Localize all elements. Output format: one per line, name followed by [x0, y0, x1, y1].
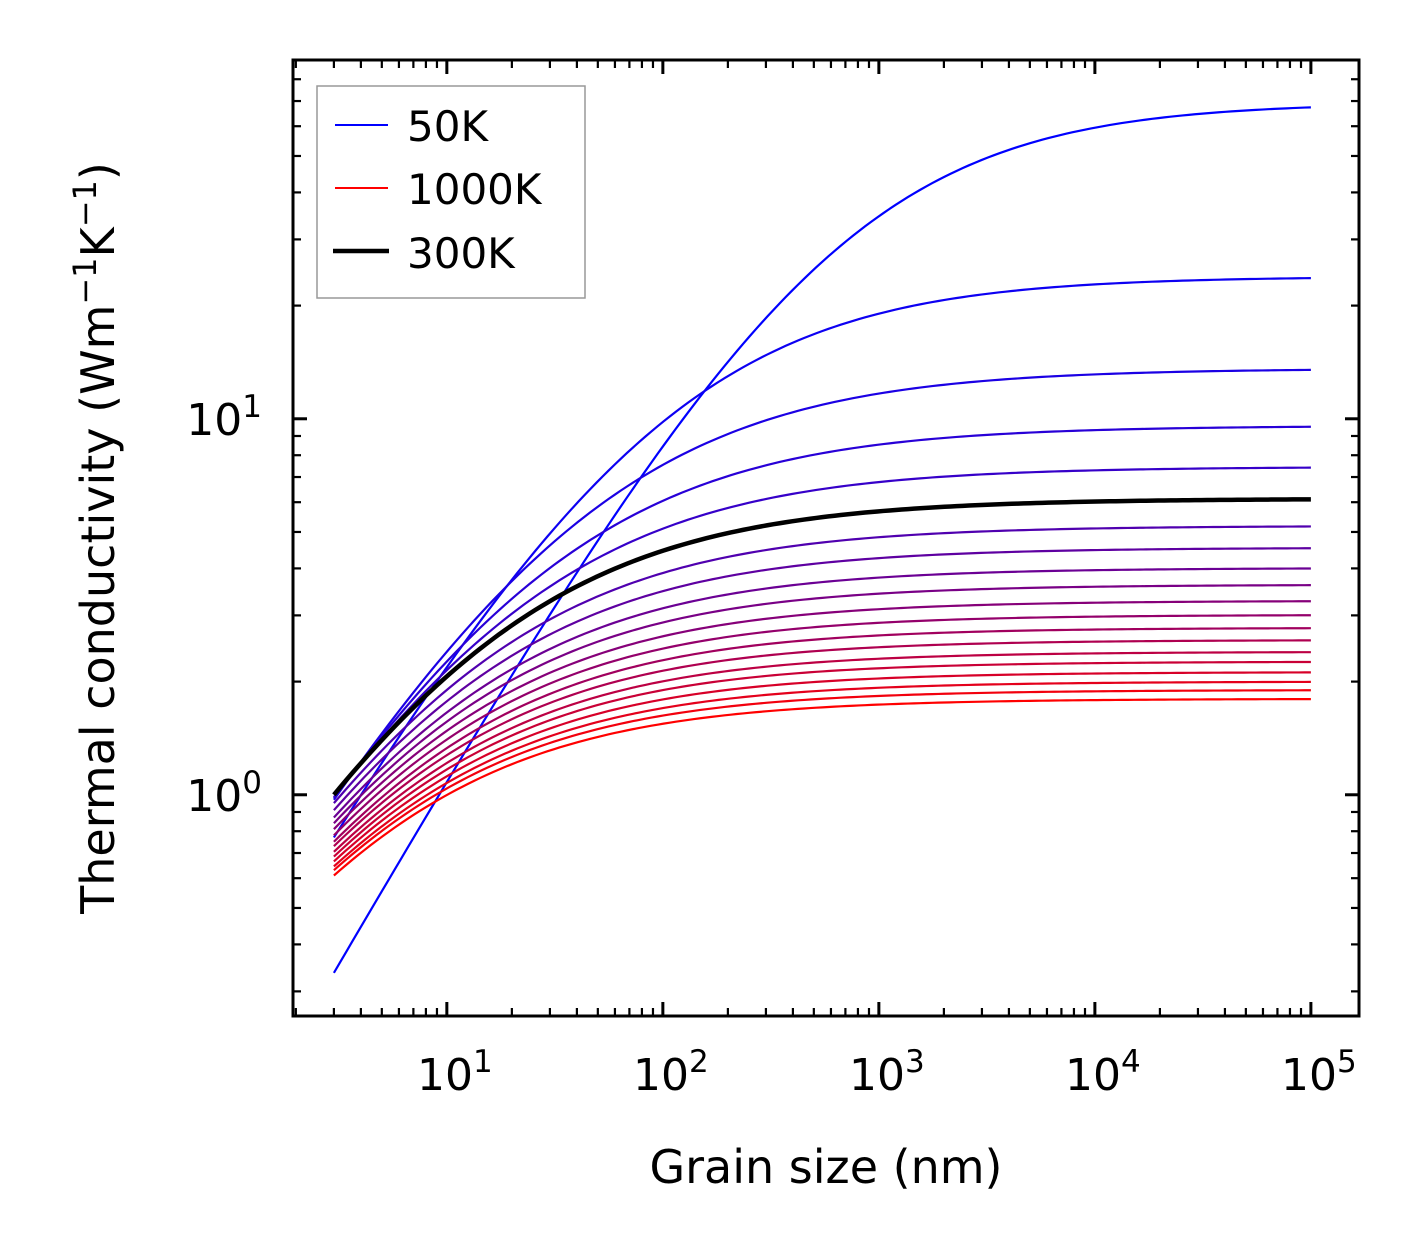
y-axis-title-sup2: −1 [66, 180, 104, 227]
series-line-200k [333, 425, 1311, 799]
y-axis-title: Thermal conductivity (Wm−1K−1) [66, 162, 125, 915]
legend-label-1000k: 1000K [407, 165, 543, 214]
tick-label-base: 10 [1281, 1050, 1337, 1101]
y-axis-title-sup1: −1 [66, 257, 104, 304]
x-tick-label-2: 102 [633, 1044, 709, 1101]
tick-label-exponent: 1 [242, 389, 262, 425]
y-axis-title-suffix: ) [71, 162, 125, 180]
x-tick-labels: 101 102 103 104 105 [417, 1044, 1357, 1101]
tick-label-base: 10 [186, 395, 242, 446]
tick-label-exponent: 1 [473, 1044, 493, 1080]
x-tick-label-5: 105 [1281, 1044, 1357, 1101]
plot-frame [291, 58, 1361, 1018]
series-line-350k [333, 525, 1311, 804]
curves-group [332, 106, 1311, 974]
tick-label-exponent: 4 [1121, 1044, 1141, 1080]
series-line-950k [333, 689, 1311, 872]
x-tick-label-3: 103 [849, 1044, 925, 1101]
y-tick-label-0: 100 [186, 765, 262, 822]
y-tick-label-1: 101 [186, 389, 262, 446]
series-line-100k [332, 277, 1311, 839]
series-line-400k [333, 547, 1311, 811]
series-line-750k [333, 651, 1311, 853]
y-axis-title-prefix: Thermal conductivity (Wm [71, 305, 125, 915]
x-tick-label-1: 101 [417, 1044, 493, 1101]
series-line-450k [333, 567, 1311, 819]
y-axis-title-middle: K [71, 225, 125, 257]
series-line-650k [333, 627, 1311, 843]
series-line-600k [333, 614, 1311, 837]
x-axis-title: Grain size (nm) [650, 1140, 1003, 1194]
series-line-900k [333, 680, 1311, 868]
tick-label-exponent: 3 [905, 1044, 925, 1080]
tick-label-base: 10 [633, 1050, 689, 1101]
tick-label-base: 10 [186, 771, 242, 822]
series-line-550k [333, 600, 1311, 830]
tick-label-base: 10 [417, 1050, 473, 1101]
x-tick-label-4: 104 [1065, 1044, 1141, 1101]
tick-label-base: 10 [1065, 1050, 1121, 1101]
tick-label-exponent: 5 [1337, 1044, 1357, 1080]
series-line-250k [333, 466, 1311, 798]
series-line-800k [333, 660, 1311, 858]
series-line-1000k [333, 697, 1311, 877]
legend-label-50k: 50K [407, 102, 489, 151]
series-line-700k [333, 639, 1311, 847]
legend-label-300k: 300K [407, 229, 516, 278]
legend: 50K 1000K 300K [316, 85, 586, 299]
series-line-300k [332, 497, 1311, 797]
series-line-850k [333, 671, 1311, 863]
tick-label-base: 10 [849, 1050, 905, 1101]
series-line-500k [333, 584, 1311, 825]
tick-label-exponent: 0 [242, 765, 262, 801]
tick-label-exponent: 2 [689, 1044, 709, 1080]
legend-box [316, 85, 586, 299]
series-line-150k [332, 368, 1311, 801]
